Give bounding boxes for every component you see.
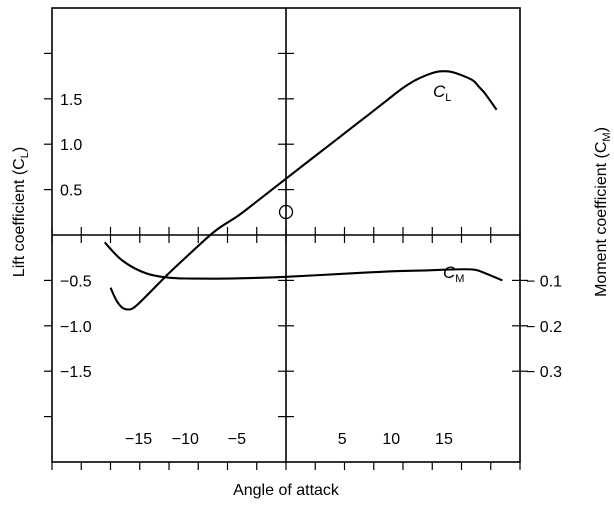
y-left-title-main: Lift coefficient (C <box>11 158 28 277</box>
y-left-title-sub: L <box>19 152 31 158</box>
curve-label-cm-main: C <box>443 263 456 282</box>
x-tick-label: 10 <box>382 431 400 448</box>
y-right-title-main: Moment coefficient (C <box>593 142 610 297</box>
curve-label-cl-sub: L <box>445 92 451 104</box>
y-left-tick-label: 1.5 <box>60 92 82 109</box>
origin-marker <box>278 204 294 220</box>
y-left-tick-label: 0.5 <box>60 183 82 200</box>
tick-marks <box>44 52 528 470</box>
x-tick-label: 5 <box>338 431 347 448</box>
curve-label-cm: CM <box>443 263 464 285</box>
curve-label-cm-sub: M <box>455 273 464 285</box>
y-axis-left-title: Lift coefficient (CL) <box>11 147 31 277</box>
tick-labels: −15 −10 −5 5 10 15 1.5 1.0 0.5 −0.5 −1.0 −1.5 − 0.1 −… <box>60 92 562 448</box>
y-right-title-sub: M <box>601 132 613 141</box>
y-left-tick-label: −1.0 <box>60 319 92 336</box>
y-left-tick-label: 1.0 <box>60 137 82 154</box>
series-line-cl <box>109 70 498 311</box>
y-right-title-close: ) <box>593 127 610 132</box>
y-left-tick-label: −1.5 <box>60 364 92 381</box>
curve-label-cl: CL <box>433 82 451 104</box>
y-left-tick-label: −0.5 <box>60 273 92 290</box>
y-right-tick-label: − 0.3 <box>526 364 562 381</box>
x-tick-label: −15 <box>125 431 152 448</box>
x-axis-title: Angle of attack <box>233 482 340 499</box>
y-right-tick-label: − 0.2 <box>526 319 562 336</box>
y-right-tick-label: − 0.1 <box>526 273 562 290</box>
series-line-cm <box>103 241 503 282</box>
x-tick-label: −10 <box>172 431 199 448</box>
x-tick-label: 15 <box>435 431 453 448</box>
curve-label-cl-main: C <box>433 82 446 101</box>
series-layer <box>103 70 503 311</box>
y-axis-right-title: Moment coefficient (CM) <box>593 127 613 297</box>
x-tick-label: −5 <box>228 431 246 448</box>
y-left-title-close: ) <box>11 147 28 152</box>
